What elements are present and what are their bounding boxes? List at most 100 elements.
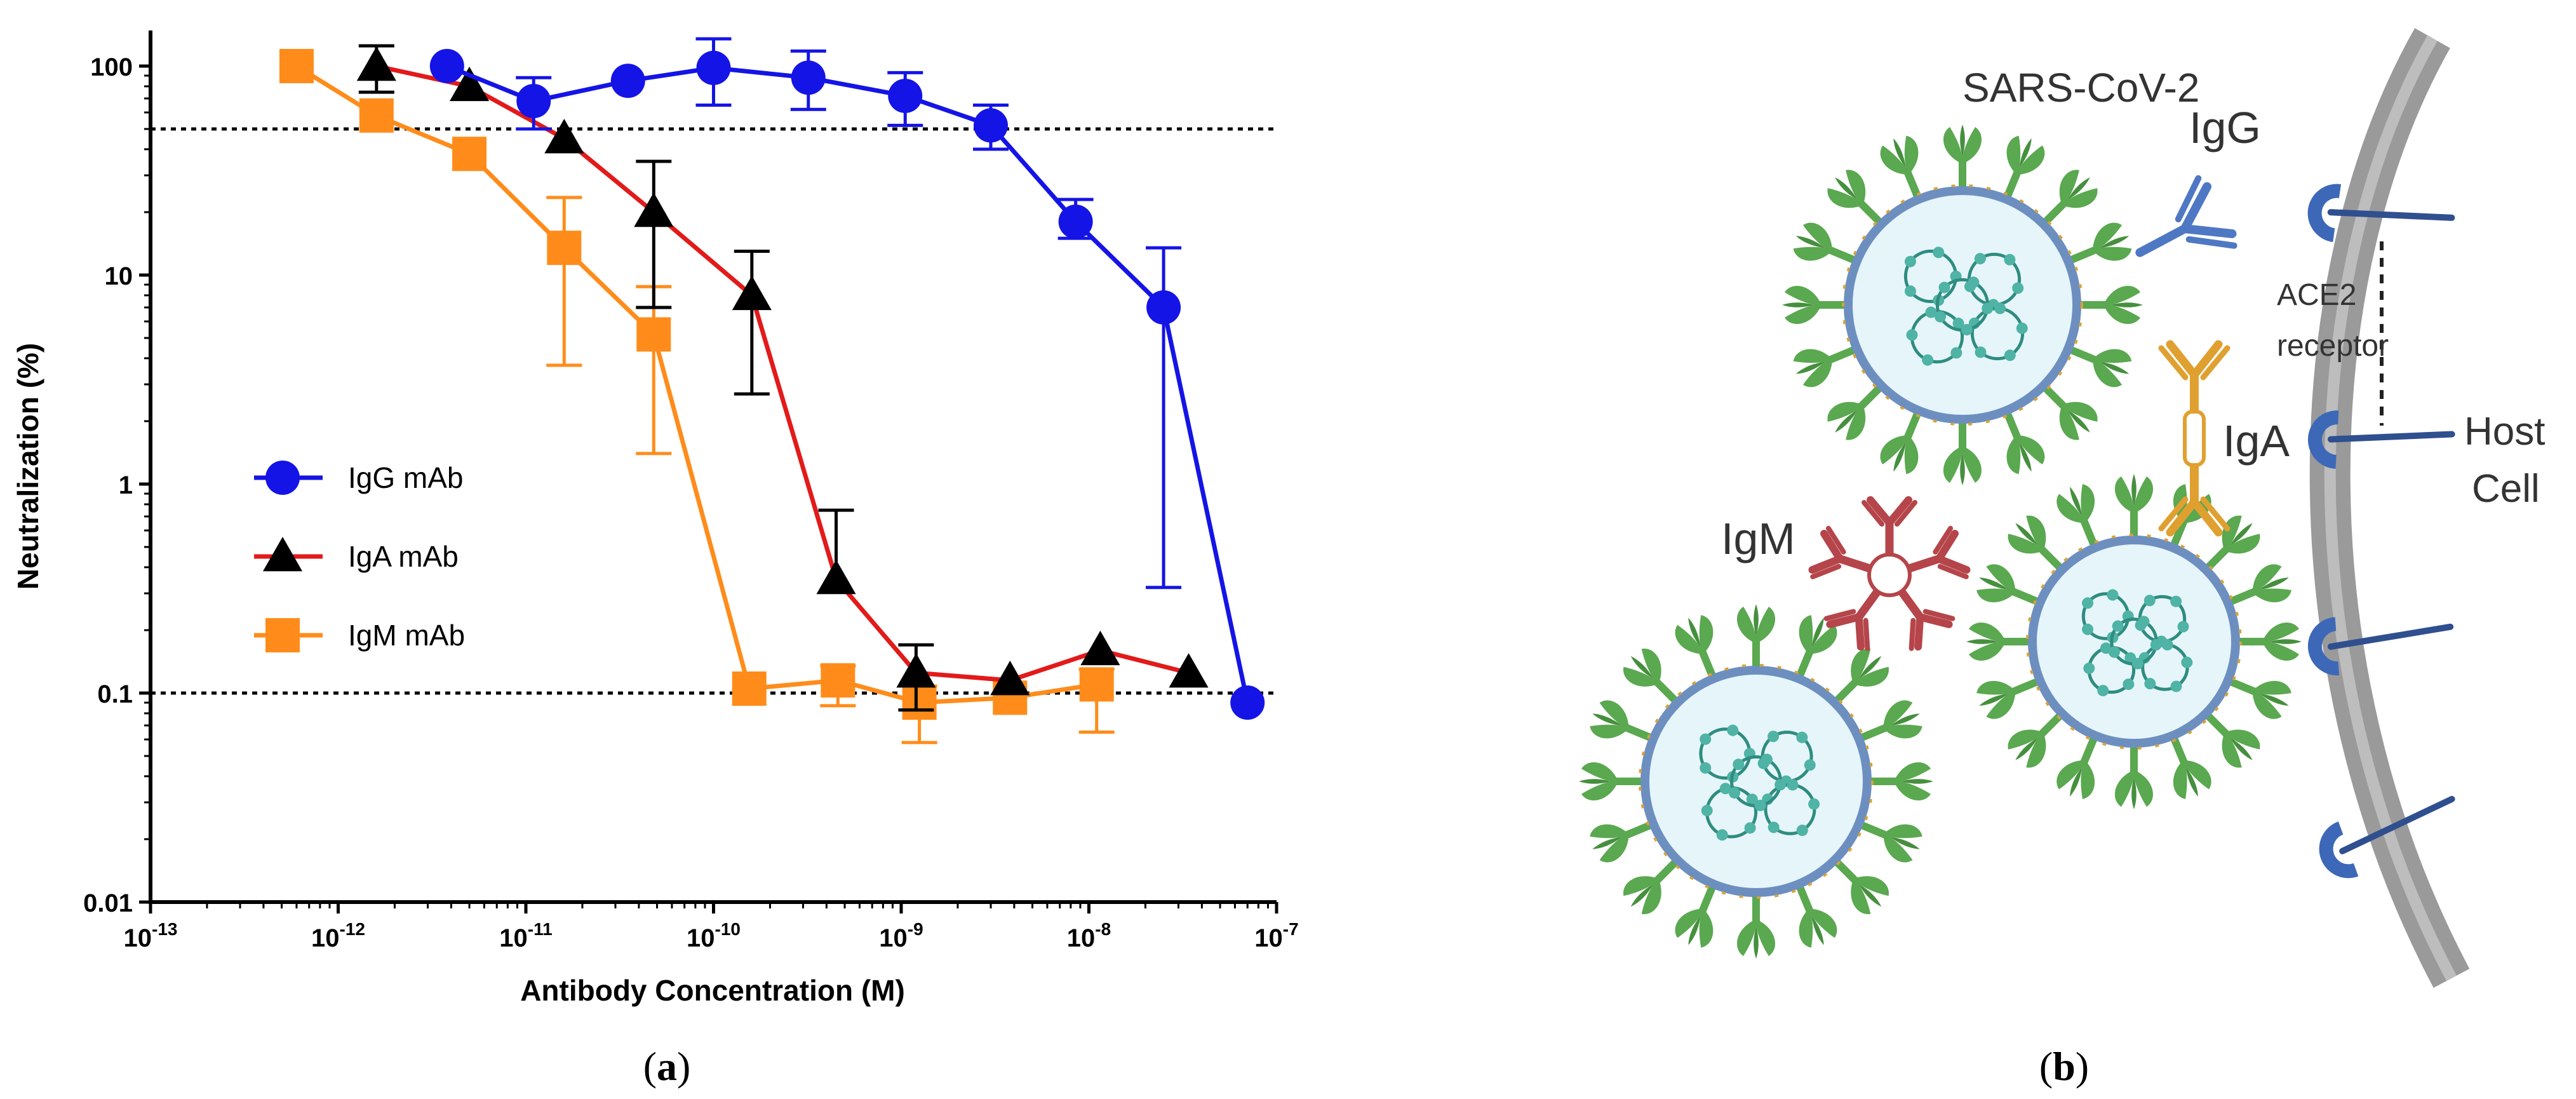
series-line (446, 64, 1250, 703)
rna-bead (1761, 753, 1773, 765)
rna-bead (1974, 253, 1986, 265)
spike-protein-icon (2114, 741, 2154, 809)
x-tick-label: 10-10 (687, 919, 741, 952)
rna-bead (1719, 783, 1731, 795)
legend-marker (265, 461, 300, 495)
series-iga-mab (356, 44, 1209, 712)
y-ticks: 100 10 1 0.1 0.01 (83, 53, 151, 917)
receptor-label-line1: ACE2 (2277, 278, 2356, 312)
y-axis-label: Neutralization (%) (11, 343, 44, 590)
virus-envelope (1844, 186, 2081, 424)
virus-particle-icon (1579, 604, 1933, 959)
rna-bead (1904, 255, 1916, 267)
rna-bead (2004, 253, 2016, 266)
rna-bead (1975, 346, 1987, 358)
rna-bead (1768, 731, 1780, 743)
data-point (821, 663, 855, 698)
legend: IgG mAb IgA mAb IgM mAb (254, 461, 465, 652)
x-axis-label: Antibody Concentration (M) (520, 974, 905, 1007)
virus-layer (1579, 125, 2302, 959)
rna-bead (2082, 623, 2094, 635)
legend-marker (265, 618, 300, 652)
data-point (1230, 685, 1265, 720)
data-point (636, 317, 671, 352)
data-point (634, 192, 674, 227)
y-tick-label: 0.1 (97, 680, 133, 708)
x-tick-label: 10-13 (124, 919, 178, 952)
virus-label: SARS-CoV-2 (1962, 65, 2199, 111)
y-tick-label: 0.01 (83, 889, 133, 917)
rna-bead (1768, 821, 1780, 833)
data-point (547, 231, 582, 266)
x-ticks: 10-13 10-12 10-11 10-10 10-9 10-8 10-7 (124, 902, 1299, 952)
rna-bead (1952, 318, 1964, 330)
host-cell-membrane-inner (2324, 35, 2457, 981)
igg-label: IgG (2189, 103, 2261, 152)
x-tick-label: 10-11 (499, 919, 552, 952)
data-point (1058, 205, 1093, 239)
rna-bead (1938, 281, 1950, 293)
rna-bead (1933, 246, 1945, 259)
rna-bead (2161, 638, 2173, 651)
rna-bead (2123, 678, 2135, 691)
reference-lines (151, 127, 1277, 695)
rna-bead (1700, 733, 1712, 745)
rna-bead (1796, 731, 1808, 743)
rna-bead (1727, 724, 1739, 736)
rna-bead (1922, 354, 1934, 366)
panel-label-b: (b) (2039, 1044, 2089, 1089)
chart-axes (149, 30, 1277, 904)
spike-protein-icon (1966, 622, 2035, 661)
host-label-line1: Host (2464, 410, 2545, 454)
rna-bead (1935, 311, 1947, 323)
spike-protein-icon (1736, 604, 1776, 673)
rna-bead (1904, 285, 1916, 297)
rna-bead (1744, 822, 1756, 834)
rna-bead (1982, 302, 1994, 314)
rna-bead (1746, 793, 1758, 806)
rna-bead (1925, 306, 1937, 318)
x-tick-label: 10-9 (879, 919, 923, 952)
virus-envelope (1640, 666, 1872, 897)
spike-protein-icon (1736, 890, 1776, 959)
host-label-line2: Cell (2472, 467, 2540, 511)
rna-bead (1754, 799, 1766, 811)
data-point (732, 671, 767, 706)
envelope-proteins (2026, 534, 2242, 750)
data-point (816, 559, 856, 595)
spike-protein-icon (1782, 285, 1851, 325)
data-point (429, 49, 464, 83)
legend-label: IgM mAb (348, 619, 465, 652)
data-point (973, 108, 1008, 143)
data-point (516, 84, 551, 119)
rna-bead (2170, 595, 2182, 607)
data-point (452, 137, 487, 172)
igm-label: IgM (1721, 514, 1795, 563)
spike-protein-icon (2114, 474, 2154, 543)
rna-bead (2108, 646, 2120, 658)
rna-bead (2132, 657, 2144, 670)
y-tick-label: 10 (105, 262, 133, 290)
rna-bead (1906, 329, 1918, 341)
data-point (896, 653, 936, 688)
series-line (376, 64, 1190, 683)
data-point (1146, 290, 1181, 325)
data-point (990, 660, 1030, 696)
data-point (1169, 653, 1209, 688)
rna-bead (2170, 680, 2182, 692)
rna-bead (1787, 779, 1799, 791)
antibody-neutralization-diagram: SARS-CoV-2 IgG IgA IgM ACE2 receptor Hos… (1579, 28, 2545, 988)
data-point (902, 685, 937, 720)
spike-protein-icon (1579, 762, 1647, 801)
igm-antibody-icon (1810, 500, 1968, 651)
receptor-label-line2: receptor (2277, 329, 2389, 363)
spike-protein-icon (2074, 285, 2143, 325)
rna-bead (2143, 595, 2156, 607)
rna-bead (2016, 322, 2028, 334)
legend-label: IgA mAb (348, 540, 459, 573)
series-line (295, 64, 1097, 705)
rna-bead (2138, 616, 2150, 628)
rna-bead (1968, 276, 1980, 288)
rna-bead (1716, 829, 1728, 841)
